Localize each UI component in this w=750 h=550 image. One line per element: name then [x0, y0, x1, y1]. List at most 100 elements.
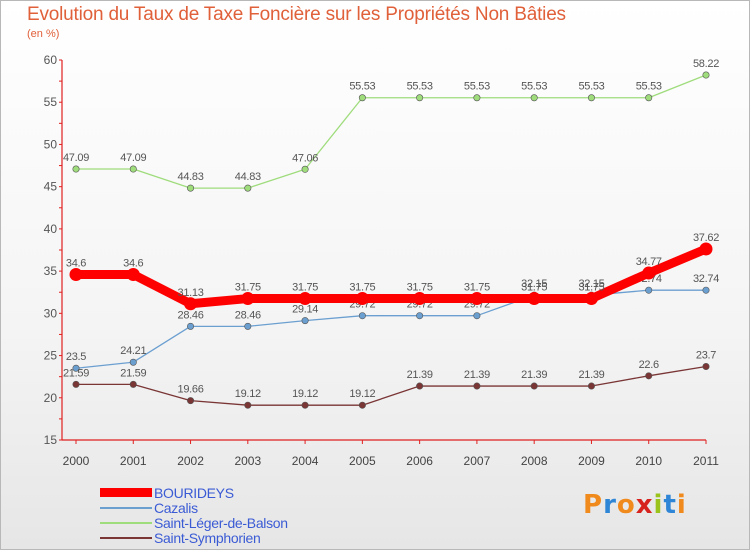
- y-tick-label: 45: [44, 180, 58, 194]
- x-tick-label: 2011: [693, 454, 719, 468]
- data-label-saint-l-ger-de-balson: 44.83: [178, 171, 204, 183]
- data-point-saint-symphorien: [473, 382, 481, 390]
- data-point-bourideys: [527, 292, 541, 306]
- data-label-saint-symphorien: 21.59: [120, 367, 146, 379]
- x-tick-label: 2002: [177, 454, 204, 468]
- logo-letter: o: [616, 490, 636, 520]
- data-point-bourideys: [184, 297, 198, 311]
- data-point-saint-l-ger-de-balson: [530, 94, 538, 102]
- data-label-bourideys: 34.77: [636, 256, 662, 268]
- y-tick-label: 35: [44, 264, 58, 278]
- data-label-bourideys: 31.75: [407, 282, 433, 294]
- x-tick-label: 2007: [464, 454, 491, 468]
- data-point-cazalis: [301, 317, 309, 325]
- logo-letter: P: [583, 490, 604, 520]
- data-point-cazalis: [72, 364, 80, 372]
- data-point-cazalis: [358, 312, 366, 320]
- logo-letter: t: [663, 490, 677, 520]
- data-label-saint-l-ger-de-balson: 47.09: [63, 152, 89, 164]
- legend-swatch: [100, 506, 152, 509]
- chart-title: Evolution du Taux de Taxe Foncière sur l…: [27, 4, 566, 25]
- series-line-bourideys: [76, 244, 708, 309]
- x-tick-label: 2009: [578, 454, 605, 468]
- legend-label: BOURIDEYS: [154, 484, 234, 501]
- data-label-saint-symphorien: 22.6: [639, 359, 659, 371]
- x-tick-label: 2005: [349, 454, 376, 468]
- data-label-cazalis: 29.14: [292, 304, 318, 316]
- data-point-bourideys: [355, 292, 369, 306]
- legend-label: Saint-Léger-de-Balson: [154, 514, 288, 531]
- data-point-saint-symphorien: [587, 382, 595, 390]
- data-label-bourideys: 31.75: [235, 282, 261, 294]
- data-label-saint-l-ger-de-balson: 58.22: [693, 58, 719, 70]
- data-label-cazalis: 24.21: [120, 345, 146, 357]
- data-label-bourideys: 31.75: [292, 282, 318, 294]
- y-tick-label: 55: [44, 95, 58, 109]
- data-label-saint-l-ger-de-balson: 55.53: [407, 81, 433, 93]
- x-tick-label: 2008: [521, 454, 548, 468]
- data-point-bourideys: [699, 242, 713, 256]
- data-point-bourideys: [470, 292, 484, 306]
- data-point-bourideys: [298, 292, 312, 306]
- data-label-saint-l-ger-de-balson: 44.83: [235, 171, 261, 183]
- data-point-saint-symphorien: [358, 401, 366, 409]
- data-point-cazalis: [187, 322, 195, 330]
- data-point-saint-l-ger-de-balson: [702, 71, 710, 79]
- data-point-saint-l-ger-de-balson: [301, 165, 309, 173]
- chart-subtitle: (en %): [27, 28, 60, 40]
- data-point-saint-symphorien: [187, 397, 195, 405]
- data-label-saint-symphorien: 21.39: [521, 369, 547, 381]
- x-tick-label: 2010: [635, 454, 662, 468]
- data-point-saint-symphorien: [129, 380, 137, 388]
- data-label-bourideys: 31.13: [178, 287, 204, 299]
- y-tick-label: 30: [44, 306, 58, 320]
- logo-letter: x: [635, 490, 654, 520]
- data-label-saint-l-ger-de-balson: 47.09: [120, 152, 146, 164]
- y-tick-label: 15: [44, 433, 58, 447]
- data-label-saint-symphorien: 19.12: [349, 388, 375, 400]
- logo-letter: r: [603, 490, 617, 520]
- data-label-bourideys: 31.75: [464, 282, 490, 294]
- data-point-saint-symphorien: [702, 363, 710, 371]
- logo-letter: i: [653, 490, 664, 520]
- data-label-saint-symphorien: 21.39: [464, 369, 490, 381]
- y-tick-label: 25: [44, 349, 58, 363]
- data-label-saint-symphorien: 21.39: [407, 369, 433, 381]
- data-point-saint-l-ger-de-balson: [187, 184, 195, 192]
- data-point-bourideys: [642, 266, 656, 280]
- data-point-saint-symphorien: [416, 382, 424, 390]
- data-label-cazalis: 23.5: [66, 351, 86, 363]
- data-point-saint-l-ger-de-balson: [473, 94, 481, 102]
- data-point-cazalis: [473, 312, 481, 320]
- data-point-cazalis: [645, 286, 653, 294]
- x-tick-label: 2003: [234, 454, 261, 468]
- data-label-saint-symphorien: 19.12: [235, 388, 261, 400]
- data-label-bourideys: 31.75: [578, 282, 604, 294]
- series-line-saint-symphorien: [76, 365, 707, 406]
- data-point-saint-l-ger-de-balson: [244, 184, 252, 192]
- data-point-bourideys: [69, 267, 83, 281]
- data-label-saint-symphorien: 21.59: [63, 367, 89, 379]
- data-point-cazalis: [416, 312, 424, 320]
- data-label-cazalis: 28.46: [178, 309, 204, 321]
- y-tick-label: 50: [44, 137, 58, 151]
- legend-label: Cazalis: [154, 499, 198, 516]
- legend-swatch: [100, 488, 152, 497]
- data-point-bourideys: [126, 267, 140, 281]
- data-label-cazalis: 28.46: [235, 309, 261, 321]
- data-point-saint-symphorien: [645, 372, 653, 380]
- data-label-saint-l-ger-de-balson: 55.53: [636, 81, 662, 93]
- x-tick-label: 2006: [406, 454, 433, 468]
- legend-swatch: [100, 521, 152, 524]
- data-label-saint-l-ger-de-balson: 55.53: [578, 81, 604, 93]
- data-point-cazalis: [129, 358, 137, 366]
- legend-item: BOURIDEYS: [100, 484, 288, 501]
- data-label-saint-symphorien: 23.7: [696, 350, 716, 362]
- legend-item: Saint-Léger-de-Balson: [100, 514, 288, 531]
- data-label-saint-l-ger-de-balson: 55.53: [521, 81, 547, 93]
- legend-item: Cazalis: [100, 499, 288, 516]
- x-tick-label: 2004: [292, 454, 319, 468]
- data-label-bourideys: 37.62: [693, 232, 719, 244]
- y-tick-label: 60: [44, 53, 58, 67]
